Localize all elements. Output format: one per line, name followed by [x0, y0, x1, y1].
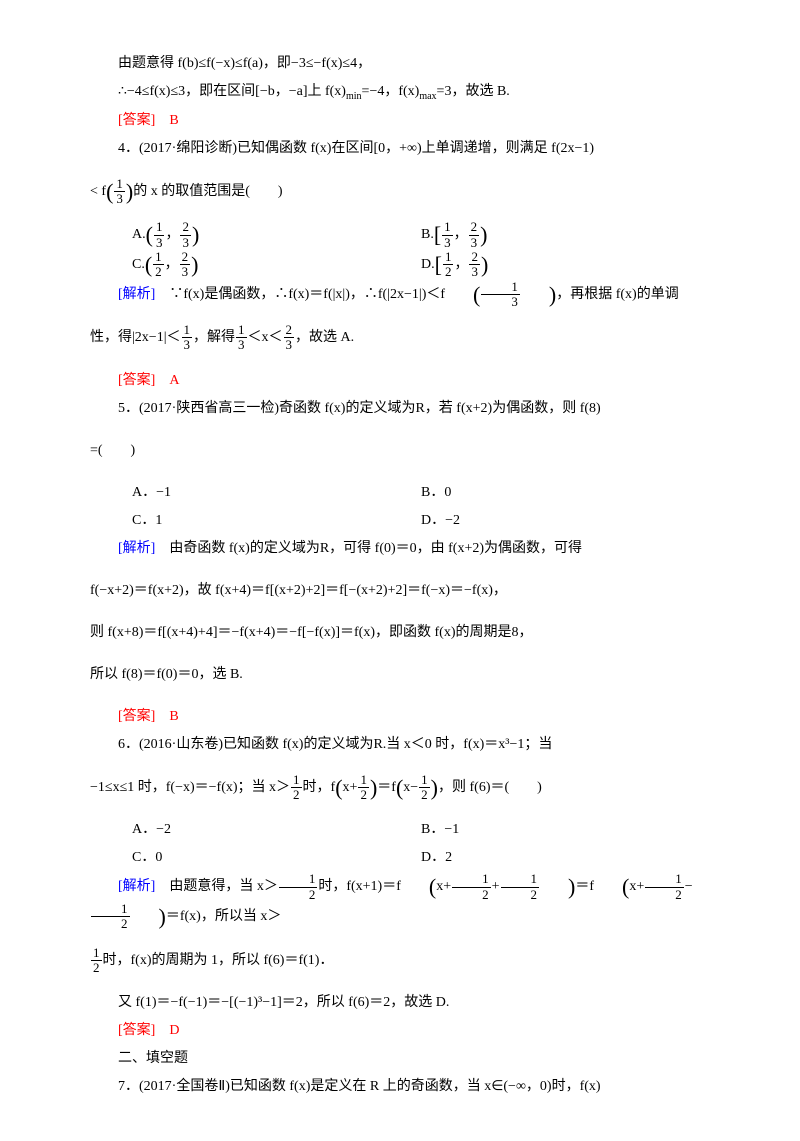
- q5-solution-line2: f(−x+2)＝f(x+2)，故 f(x+4)＝f[(x+2)+2]＝f[−(x…: [90, 577, 710, 605]
- text: ，再根据 f(x)的单调: [556, 287, 679, 302]
- q6-options-row1: A．−2 B．−1: [90, 816, 710, 844]
- q6-line1: 6．(2016·山东卷)已知函数 f(x)的定义域为R.当 x＜0 时，f(x)…: [90, 731, 710, 759]
- text: ∵f(x)是偶函数，∴f(x)＝f(|x|)，∴f(|2x−1|)＜f: [169, 287, 445, 302]
- q5-solution-line1: [解析] 由奇函数 f(x)的定义域为R，可得 f(0)＝0，由 f(x+2)为…: [90, 535, 710, 563]
- q6-line2: −1≤x≤1 时，f(−x)＝−f(x)；当 x＞12时，f(x+12)＝f(x…: [90, 773, 710, 803]
- text: 的 x 的取值范围是( ): [133, 184, 282, 199]
- paren: (: [106, 183, 113, 201]
- text: =3，故选 B.: [437, 84, 510, 99]
- option-b: B.[13，23): [421, 220, 710, 250]
- q6-solution-line2: 12时，f(x)的周期为 1，所以 f(6)＝f(1)．: [90, 946, 710, 976]
- text: ∴−4≤f(x)≤3，即在区间[−b，−a]上 f(x): [118, 84, 346, 99]
- option-a: A．−1: [132, 479, 421, 507]
- option-c: C．0: [132, 844, 421, 872]
- text: =−4，f(x): [362, 84, 420, 99]
- text: 由奇函数 f(x)的定义域为R，可得 f(0)＝0，由 f(x+2)为偶函数，可…: [169, 541, 582, 556]
- q4-line1: 4．(2017·绵阳诊断)已知偶函数 f(x)在区间[0，+∞)上单调递增，则满…: [90, 135, 710, 163]
- q3-sol-line2: ∴−4≤f(x)≤3，即在区间[−b，−a]上 f(x)min=−4，f(x)m…: [90, 78, 710, 107]
- answer-4: [答案] A: [90, 367, 710, 395]
- solution-label: [解析]: [118, 287, 155, 302]
- text: < f: [90, 184, 106, 199]
- fraction-1-3: 13: [114, 177, 125, 207]
- section-2-heading: 二、填空题: [90, 1045, 710, 1073]
- option-d: D．2: [421, 844, 710, 872]
- option-a: A．−2: [132, 816, 421, 844]
- answer-6: [答案] D: [90, 1017, 710, 1045]
- option-c: C．1: [132, 507, 421, 535]
- q5-line2: =( ): [90, 437, 710, 465]
- q4-solution-line1: [解析] ∵f(x)是偶函数，∴f(x)＝f(|x|)，∴f(|2x−1|)＜f…: [90, 280, 710, 310]
- solution-label: [解析]: [118, 541, 155, 556]
- subscript-max: max: [419, 91, 436, 102]
- q5-solution-line3: 则 f(x+8)＝f[(x+4)+4]＝−f(x+4)＝−f[−f(x)]＝f(…: [90, 619, 710, 647]
- q5-line1: 5．(2017·陕西省高三一检)奇函数 f(x)的定义域为R，若 f(x+2)为…: [90, 395, 710, 423]
- q4-options-row1: A.(13，23) B.[13，23): [90, 220, 710, 250]
- q6-solution-line1: [解析] 由题意得，当 x＞12时，f(x+1)＝f(x+12+12)＝f(x+…: [90, 872, 710, 931]
- answer-5: [答案] B: [90, 703, 710, 731]
- q3-sol-line1: 由题意得 f(b)≤f(−x)≤f(a)，即−3≤−f(x)≤4，: [90, 50, 710, 78]
- q5-options-row2: C．1 D．−2: [90, 507, 710, 535]
- subscript-min: min: [346, 91, 362, 102]
- q4-line2: < f(13)的 x 的取值范围是( ): [90, 177, 710, 207]
- answer-3: [答案] B: [90, 107, 710, 135]
- q5-solution-line4: 所以 f(8)＝f(0)＝0，选 B.: [90, 661, 710, 689]
- solution-label: [解析]: [118, 879, 155, 894]
- q7-line1: 7．(2017·全国卷Ⅱ)已知函数 f(x)是定义在 R 上的奇函数，当 x∈(…: [90, 1073, 710, 1101]
- q6-solution-line3: 又 f(1)＝−f(−1)＝−[(−1)³−1]＝2，所以 f(6)＝2，故选 …: [90, 989, 710, 1017]
- q6-options-row2: C．0 D．2: [90, 844, 710, 872]
- option-b: B．0: [421, 479, 710, 507]
- q4-solution-line2: 性，得|2x−1|＜13，解得13＜x＜23，故选 A.: [90, 323, 710, 353]
- document-page: 由题意得 f(b)≤f(−x)≤f(a)，即−3≤−f(x)≤4， ∴−4≤f(…: [0, 0, 800, 1141]
- option-d: D．−2: [421, 507, 710, 535]
- option-d: D.[12，23): [421, 250, 710, 280]
- option-c: C.(12，23): [132, 250, 421, 280]
- option-a: A.(13，23): [132, 220, 421, 250]
- option-b: B．−1: [421, 816, 710, 844]
- q4-options-row2: C.(12，23) D.[12，23): [90, 250, 710, 280]
- q5-options-row1: A．−1 B．0: [90, 479, 710, 507]
